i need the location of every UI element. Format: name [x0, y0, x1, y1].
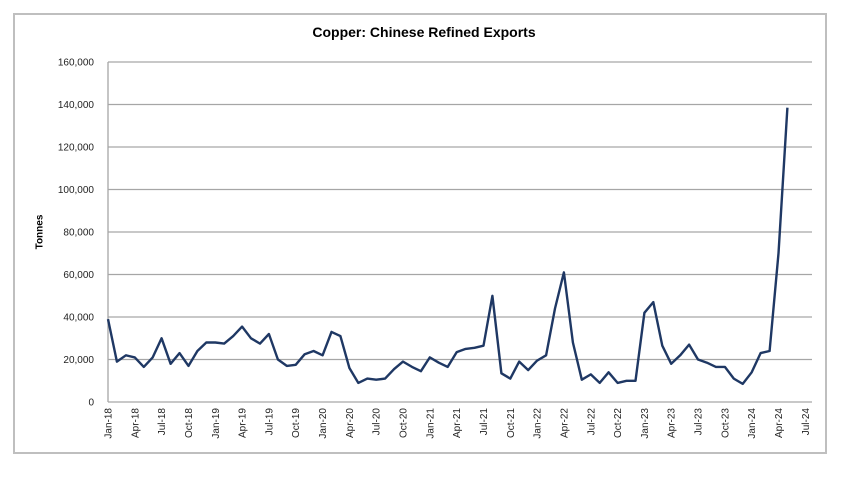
- exports-line: [106, 107, 789, 386]
- x-tick-label: Jul-21: [479, 408, 490, 436]
- x-tick-label: Jul-22: [586, 408, 597, 436]
- x-tick-label: Jul-19: [264, 408, 275, 436]
- x-tick-label: Oct-18: [184, 408, 195, 438]
- x-tick-label: Jan-19: [211, 408, 222, 439]
- x-tick-label: Jan-24: [747, 408, 758, 439]
- y-tick-label: 60,000: [63, 270, 94, 281]
- chart-title: Copper: Chinese Refined Exports: [312, 24, 536, 40]
- x-tick-label: Apr-21: [452, 408, 463, 438]
- x-axis-ticks: Jan-18 Apr-18 Jul-18 Oct-18 Jan-19 Apr-19 Jul-…: [104, 408, 812, 439]
- x-tick-label: Oct-21: [506, 408, 517, 438]
- y-tick-label: 80,000: [63, 228, 94, 239]
- x-tick-label: Oct-19: [291, 408, 302, 438]
- y-tick-label: 120,000: [58, 143, 95, 154]
- x-tick-label: Jan-23: [640, 408, 651, 439]
- x-tick-label: Apr-18: [130, 408, 141, 438]
- chart-frame: [13, 13, 827, 454]
- y-tick-label: 100,000: [58, 185, 95, 196]
- x-tick-label: Jul-20: [372, 408, 383, 436]
- gridlines: [108, 61, 812, 361]
- y-tick-label: 140,000: [58, 100, 95, 111]
- x-tick-label: Oct-23: [720, 408, 731, 438]
- y-tick-label: 0: [88, 398, 94, 409]
- x-tick-label: Jan-18: [104, 408, 115, 439]
- x-tick-label: Apr-22: [559, 408, 570, 438]
- x-tick-label: Jan-20: [318, 408, 329, 439]
- x-tick-label: Apr-19: [238, 408, 249, 438]
- x-tick-label: Jan-22: [533, 408, 544, 439]
- x-tick-label: Apr-20: [345, 408, 356, 438]
- x-tick-label: Oct-22: [613, 408, 624, 438]
- x-tick-label: Jul-23: [694, 408, 705, 436]
- x-tick-label: Jan-21: [425, 408, 436, 439]
- x-tick-label: Apr-23: [667, 408, 678, 438]
- x-tick-label: Oct-20: [399, 408, 410, 438]
- y-axis-ticks: 0 20,000 40,000 60,000 80,000 100,000 120,000 1…: [58, 58, 95, 409]
- x-tick-label: Jul-24: [801, 408, 812, 436]
- y-tick-label: 160,000: [58, 58, 95, 69]
- y-tick-label: 40,000: [63, 313, 94, 324]
- y-tick-label: 20,000: [63, 355, 94, 366]
- x-tick-label: Apr-24: [774, 408, 785, 438]
- x-tick-label: Jul-18: [157, 408, 168, 436]
